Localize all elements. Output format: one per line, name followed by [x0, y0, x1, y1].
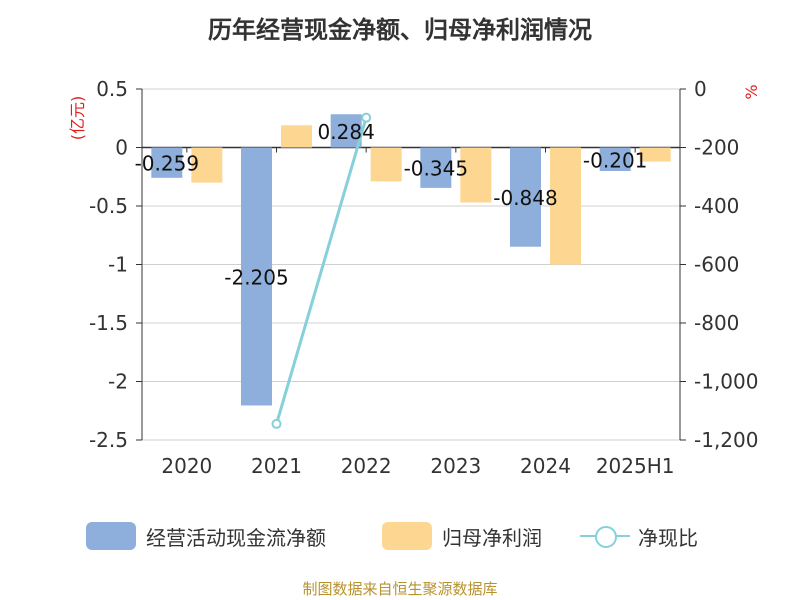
left-tick-label: 0	[115, 136, 128, 160]
x-tick-label: 2021	[251, 454, 302, 478]
x-tick-label: 2024	[520, 454, 571, 478]
x-tick-label: 2022	[341, 454, 392, 478]
left-tick-label: -0.5	[89, 194, 128, 218]
legend-swatch-net-profit	[382, 522, 432, 550]
cashflow-bar	[599, 147, 631, 172]
cashflow-data-label: -0.848	[493, 186, 557, 210]
source-note: 制图数据来自恒生聚源数据库	[302, 580, 498, 598]
line-series	[271, 112, 372, 429]
net-profit-bar	[639, 147, 671, 162]
cashflow-bar	[330, 114, 362, 148]
cashflow-data-label: 0.284	[318, 120, 375, 144]
legend-label-cashflow: 经营活动现金流净额	[146, 525, 326, 550]
legend-swatch-cashflow	[86, 522, 136, 550]
net-profit-bar	[191, 147, 223, 183]
left-tick-label: -1	[108, 253, 128, 277]
right-tick-label: -600	[694, 253, 739, 277]
right-tick-label: -800	[694, 311, 739, 335]
legend: 经营活动现金流净额 归母净利润 净现比	[0, 518, 800, 554]
right-tick-label: -400	[694, 194, 739, 218]
axes: 0.5 0 -0.5 -1 -1.5 -2 -2.5 0 -200 -400 -600 -800 -1,…	[68, 77, 761, 478]
x-tick-label: 2023	[430, 454, 481, 478]
cashflow-bar	[420, 147, 452, 188]
right-tick-label: 0	[694, 77, 707, 101]
cashflow-bar	[510, 147, 541, 247]
legend-line-cash-ratio-icon	[580, 522, 630, 550]
net-profit-bar	[550, 147, 581, 265]
cashflow-data-label: -0.259	[135, 152, 199, 176]
legend-label-cash-ratio: 净现比	[638, 525, 698, 550]
cashflow-data-label: -0.201	[583, 148, 647, 172]
right-tick-label: -1,200	[694, 428, 758, 452]
right-tick-label: -200	[694, 136, 739, 160]
right-axis-unit: %	[742, 84, 761, 99]
left-tick-label: -2	[108, 370, 128, 394]
net-profit-bar	[281, 125, 312, 148]
data-labels: -0.259 -2.205 0.284 -0.345 -0.848 -0.201	[135, 120, 648, 290]
left-tick-label: -1.5	[89, 311, 128, 335]
x-tick-label: 2020	[161, 454, 212, 478]
net-profit-bar	[460, 147, 492, 203]
chart-title: 历年经营现金净额、归母净利润情况	[208, 16, 592, 44]
cash-ratio-line	[275, 117, 368, 425]
cash-ratio-point	[271, 418, 282, 429]
left-tick-label: 0.5	[96, 77, 128, 101]
bars	[151, 114, 671, 406]
x-tick-label: 2025H1	[596, 454, 675, 478]
left-tick-label: -2.5	[89, 428, 128, 452]
legend-item-cash-ratio[interactable]: 净现比	[580, 518, 698, 554]
legend-item-cashflow[interactable]: 经营活动现金流净额	[86, 518, 326, 554]
net-profit-bar	[370, 147, 402, 182]
cashflow-bar	[151, 147, 183, 178]
cash-ratio-point	[361, 112, 372, 123]
cashflow-data-label: -2.205	[224, 265, 288, 289]
cashflow-data-label: -0.345	[404, 157, 468, 181]
left-axis-unit: (亿元)	[68, 96, 87, 141]
legend-label-net-profit: 归母净利润	[442, 525, 542, 550]
gridlines	[142, 88, 680, 441]
legend-item-net-profit[interactable]: 归母净利润	[382, 518, 542, 554]
right-tick-label: -1,000	[694, 370, 758, 394]
cashflow-bar	[241, 147, 272, 406]
